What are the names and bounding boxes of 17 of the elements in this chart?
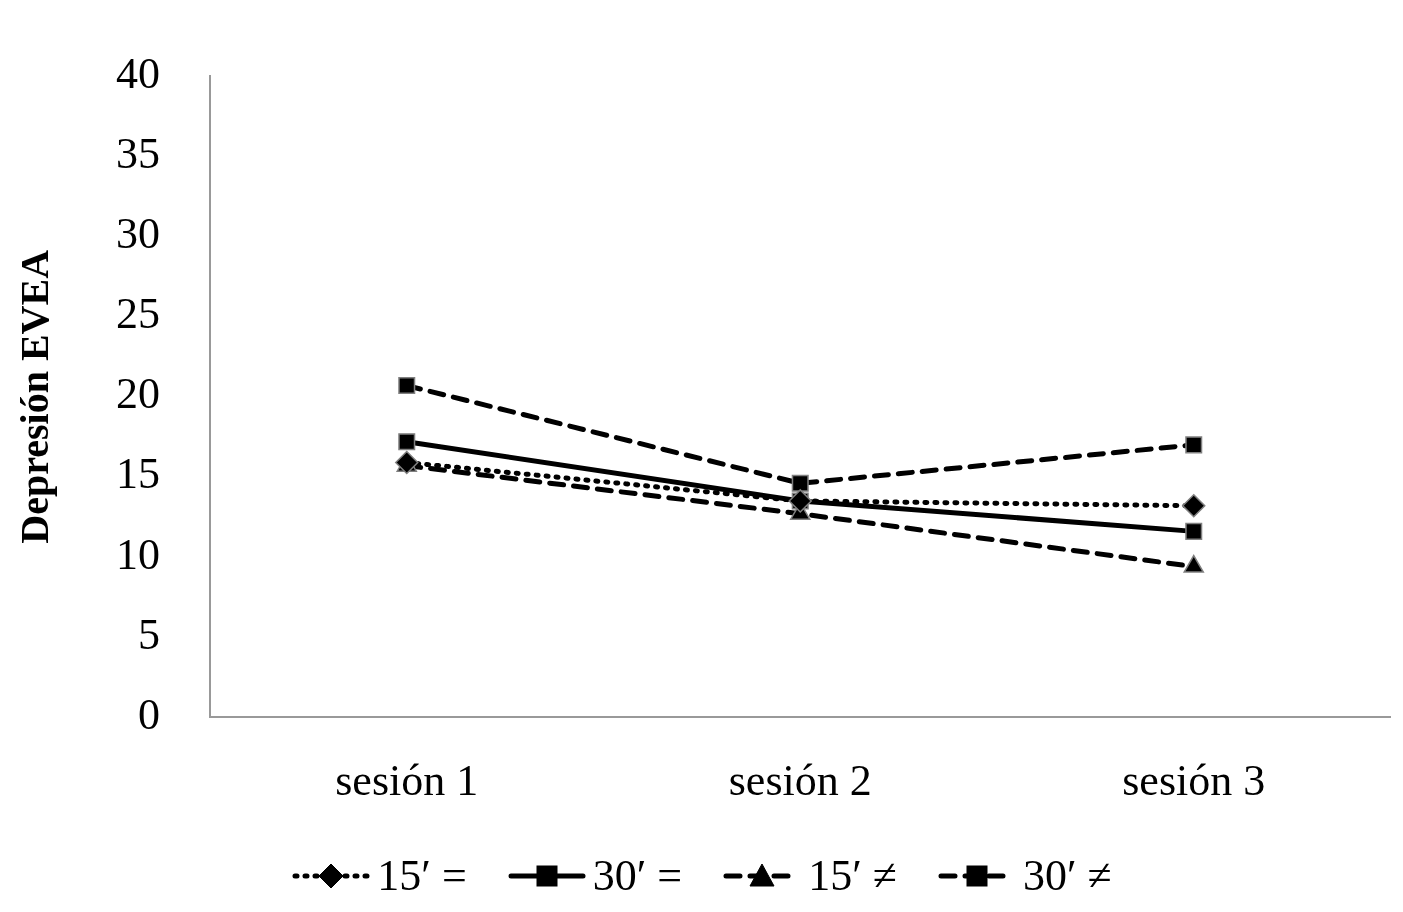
y-axis-title: Depresión EVEA xyxy=(12,249,58,544)
legend-label: 15′ = xyxy=(377,850,467,901)
legend-label: 15′ ≠ xyxy=(808,850,897,901)
y-tick-label: 20 xyxy=(116,369,160,419)
y-tick-label: 0 xyxy=(138,689,160,739)
y-tick-label: 30 xyxy=(116,209,160,259)
y-tick-label: 40 xyxy=(116,48,160,98)
y-tick-label: 10 xyxy=(116,529,160,579)
y-tick-label: 15 xyxy=(116,449,160,499)
y-tick-label: 25 xyxy=(116,289,160,339)
legend-label: 30′ = xyxy=(592,850,683,901)
x-tick-label: sesión 1 xyxy=(335,756,479,806)
x-tick-label: sesión 2 xyxy=(728,756,872,806)
y-tick-label: 5 xyxy=(138,609,160,659)
legend-label: 30′ ≠ xyxy=(1022,850,1112,901)
x-tick-label: sesión 3 xyxy=(1122,756,1266,806)
y-tick-label: 35 xyxy=(116,129,160,179)
